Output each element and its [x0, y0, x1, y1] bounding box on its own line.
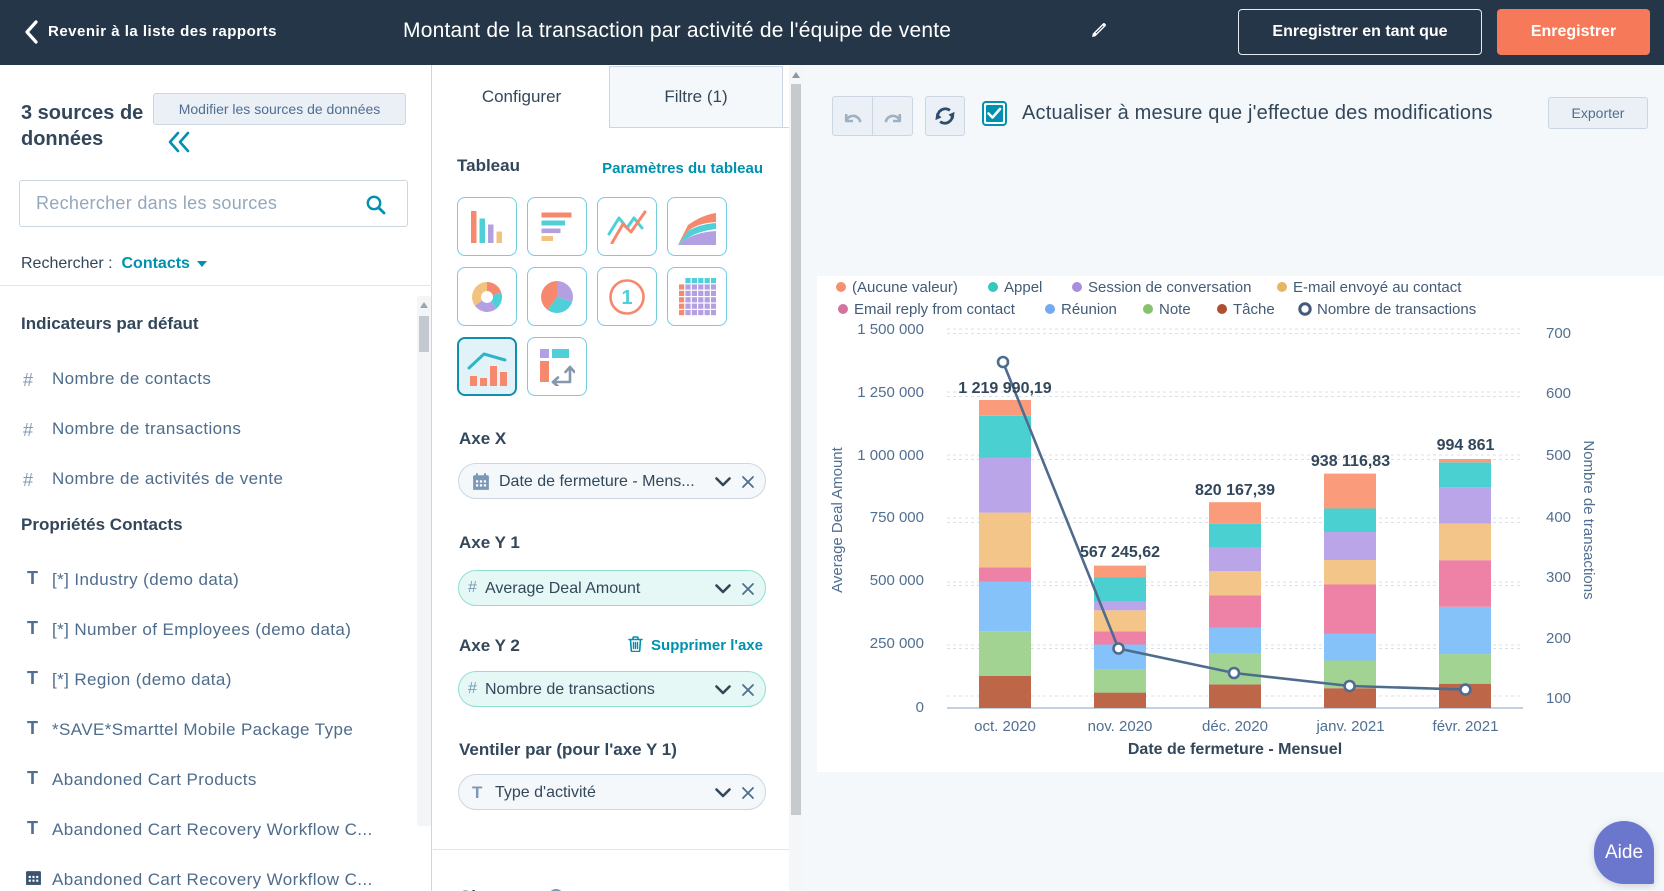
svg-text:100: 100	[1546, 690, 1571, 707]
svg-text:Session de conversation: Session de conversation	[1088, 279, 1251, 296]
svg-text:200: 200	[1546, 630, 1571, 647]
svg-text:Email reply from contact: Email reply from contact	[854, 301, 1016, 318]
svg-text:500: 500	[1546, 447, 1571, 464]
svg-text:oct. 2020: oct. 2020	[974, 718, 1036, 735]
svg-text:300: 300	[1546, 569, 1571, 586]
svg-text:0: 0	[916, 699, 924, 716]
svg-text:1: 1	[621, 287, 632, 309]
svg-text:1 000 000: 1 000 000	[857, 447, 924, 464]
svg-text:700: 700	[1546, 325, 1571, 342]
svg-text:750 000: 750 000	[870, 509, 924, 526]
svg-text:250 000: 250 000	[870, 635, 924, 652]
svg-text:Nombre de transactions: Nombre de transactions	[1580, 440, 1597, 599]
svg-text:600: 600	[1546, 385, 1571, 402]
svg-text:Date de fermeture - Mensuel: Date de fermeture - Mensuel	[1128, 741, 1342, 758]
svg-text:Réunion: Réunion	[1061, 301, 1117, 318]
svg-text:820 167,39: 820 167,39	[1195, 482, 1275, 499]
svg-text:déc. 2020: déc. 2020	[1202, 718, 1268, 735]
svg-text:Average Deal Amount: Average Deal Amount	[829, 446, 846, 592]
svg-text:994 861: 994 861	[1437, 437, 1495, 454]
svg-text:E-mail envoyé au contact: E-mail envoyé au contact	[1293, 279, 1462, 296]
svg-text:févr. 2021: févr. 2021	[1433, 718, 1499, 735]
svg-text:1 219 990,19: 1 219 990,19	[958, 380, 1052, 397]
svg-text:1 500 000: 1 500 000	[857, 321, 924, 338]
svg-text:400: 400	[1546, 509, 1571, 526]
svg-text:janv. 2021: janv. 2021	[1315, 718, 1384, 735]
svg-text:567 245,62: 567 245,62	[1080, 544, 1160, 561]
svg-text:Tâche: Tâche	[1233, 301, 1275, 318]
svg-text:Nombre de transactions: Nombre de transactions	[1317, 301, 1476, 318]
svg-text:500 000: 500 000	[870, 572, 924, 589]
svg-text:1 250 000: 1 250 000	[857, 384, 924, 401]
svg-text:938 116,83: 938 116,83	[1311, 453, 1390, 470]
svg-text:Note: Note	[1159, 301, 1191, 318]
svg-text:Appel: Appel	[1004, 279, 1042, 296]
svg-text:nov. 2020: nov. 2020	[1088, 718, 1153, 735]
svg-text:(Aucune valeur): (Aucune valeur)	[852, 279, 958, 296]
